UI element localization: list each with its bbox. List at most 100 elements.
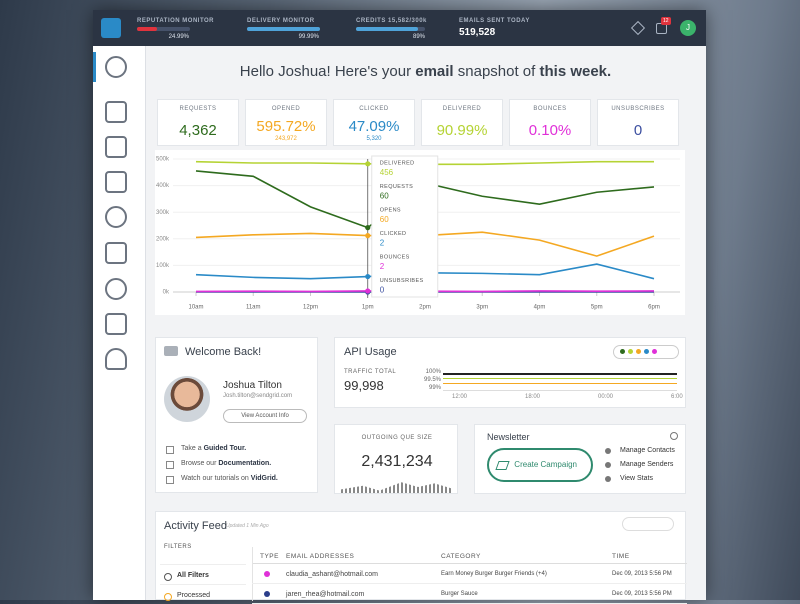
filters-label: FILTERS <box>164 544 192 550</box>
filter[interactable]: All Filters <box>177 572 209 579</box>
filter[interactable]: Processed <box>177 592 211 599</box>
x-tick-label: 11am <box>246 305 261 311</box>
column-header[interactable]: TIME <box>612 553 630 560</box>
title: Activity Feed <box>164 520 227 532</box>
top-bar: REPUTATION MONITOR 24.99% DELIVERY MONIT… <box>93 10 706 46</box>
stat-label: UNSUBSCRIBES <box>611 106 665 112</box>
stat-value: 0 <box>633 122 643 139</box>
target-icon[interactable] <box>105 206 127 228</box>
value: 89% <box>412 34 425 40</box>
stat-card: OPENED 595.72% 243,972 <box>245 99 327 146</box>
tooltip-label: DELIVERED <box>380 160 415 166</box>
tooltip-label: CLICKED <box>380 231 407 237</box>
x-tick-label: 12pm <box>303 305 318 311</box>
color-dot <box>636 349 641 354</box>
welcome-card: Welcome Back! Joshua Tilton Josh.tilton@… <box>155 337 318 493</box>
stat-label: REQUESTS <box>179 106 217 112</box>
title: API Usage <box>344 346 397 358</box>
row-line <box>252 583 687 584</box>
filter-icon <box>164 573 172 581</box>
color-picker[interactable] <box>613 345 679 359</box>
avatar[interactable]: J <box>680 20 696 36</box>
hover-dot <box>365 233 371 239</box>
x-tick-label: 5pm <box>591 305 603 311</box>
logo-icon <box>164 346 178 356</box>
sidebar <box>93 46 146 600</box>
y-tick-label: 400k <box>156 183 170 189</box>
value: 99,998 <box>344 378 384 393</box>
cell: Earn Money Burger Burger Friends (+4) <box>441 571 547 577</box>
clock-icon <box>670 432 678 440</box>
link[interactable]: Manage Contacts <box>620 447 675 454</box>
cell: Dec 09, 2013 5:56 PM <box>612 591 672 597</box>
progress-fill <box>356 27 418 31</box>
cell: claudia_ashant@hotmail.com <box>286 571 378 578</box>
label: OUTGOING QUE SIZE <box>361 435 433 441</box>
tooltip-label: REQUESTS <box>380 184 413 190</box>
button[interactable]: View Account Info <box>223 409 307 423</box>
name: Joshua Tilton <box>223 380 282 391</box>
email: Josh.tilton@sendgrid.com <box>223 393 293 399</box>
support-icon[interactable] <box>105 348 127 370</box>
tooltip-label: OPENS <box>380 207 401 213</box>
settings-icon[interactable] <box>105 278 127 300</box>
label: CREDITS 15,582/300k <box>356 18 427 24</box>
link-icon <box>166 446 174 454</box>
value: 24.99% <box>168 34 189 40</box>
value: 519,528 <box>459 27 496 38</box>
link-row: Take a Guided Tour. <box>181 445 246 452</box>
label: REPUTATION MONITOR <box>137 18 214 24</box>
column-divider <box>252 547 253 601</box>
link[interactable]: Guided Tour. <box>203 445 247 452</box>
tooltip-value: 0 <box>380 286 385 295</box>
y-label: 99% <box>428 385 441 391</box>
queue-card: OUTGOING QUE SIZE 2,431,234 <box>334 424 458 494</box>
hover-dot <box>365 288 371 294</box>
title: Newsletter <box>487 432 530 442</box>
clipboard-icon[interactable] <box>105 242 127 264</box>
active-indicator <box>93 52 96 82</box>
text: this week. <box>539 63 612 80</box>
flash-icon[interactable] <box>105 136 127 158</box>
send-icon[interactable] <box>105 101 127 123</box>
x-tick-label: 2pm <box>419 305 431 311</box>
rocket-icon[interactable] <box>630 20 646 36</box>
y-tick-label: 100k <box>156 263 170 269</box>
axis <box>443 390 677 391</box>
column-header[interactable]: EMAIL ADDRESSES <box>286 553 355 560</box>
value: 2,431,234 <box>361 453 433 470</box>
activity-card: Activity Feed Updated 1 Min Ago FILTERS … <box>155 511 687 604</box>
link-row: Watch our tutorials on VidGrid. <box>181 475 278 482</box>
stat-label: CLICKED <box>359 106 389 112</box>
column-header[interactable]: CATEGORY <box>441 553 481 560</box>
column-header[interactable]: TYPE <box>260 553 279 560</box>
app-window: REPUTATION MONITOR 24.99% DELIVERY MONIT… <box>93 10 706 604</box>
color-dot <box>644 349 649 354</box>
stats-icon[interactable] <box>105 171 127 193</box>
text: snapshot of <box>453 63 540 80</box>
x-label: 12:00 <box>452 394 468 400</box>
y-tick-label: 0k <box>163 290 170 296</box>
progress <box>356 27 425 31</box>
tooltip-value: 2 <box>380 262 385 271</box>
link[interactable]: Manage Senders <box>620 461 674 468</box>
link[interactable]: VidGrid. <box>250 475 278 482</box>
button[interactable]: Create Campaign <box>487 448 593 482</box>
link-row: Browse our Documentation. <box>181 460 271 467</box>
type-icon <box>264 591 270 597</box>
color-dot <box>652 349 657 354</box>
title: Welcome Back! <box>185 346 262 358</box>
logo[interactable] <box>101 18 121 38</box>
stat-sub: 243,972 <box>275 136 297 142</box>
help-icon[interactable] <box>105 313 127 335</box>
link[interactable]: View Stats <box>620 475 653 482</box>
x-tick-label: 10am <box>188 305 203 311</box>
x-label: 00:00 <box>598 394 614 400</box>
greeting: Hello Joshua! Here's your email snapshot… <box>145 63 706 80</box>
search[interactable] <box>622 517 674 531</box>
y-tick-label: 500k <box>156 157 170 163</box>
link[interactable]: Documentation. <box>218 460 272 467</box>
dashboard-icon[interactable] <box>105 56 127 78</box>
text: Watch our tutorials on <box>181 475 251 482</box>
cell: Dec 09, 2013 5:56 PM <box>612 571 672 577</box>
